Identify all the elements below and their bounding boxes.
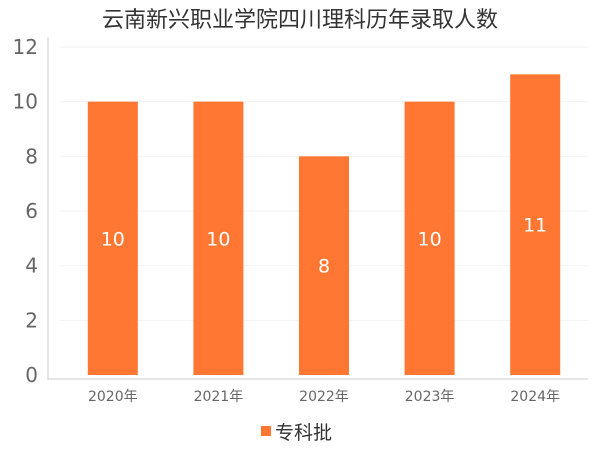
y-axis: 0 2 4 6 8 10 12	[13, 35, 49, 387]
chart-title: 云南新兴职业学院四川理科历年录取人数	[102, 8, 498, 33]
y-tick-label: 10	[13, 90, 38, 114]
data-label: 10	[206, 228, 230, 250]
legend-swatch[interactable]	[261, 426, 271, 436]
y-tick-label: 8	[25, 144, 38, 168]
data-label: 8	[318, 256, 330, 278]
x-tick-label: 2024年	[510, 389, 560, 405]
data-label: 10	[418, 228, 442, 250]
bar-series: 10 10 8 10 11	[87, 74, 561, 376]
data-label: 10	[101, 228, 125, 250]
x-tick-label: 2023年	[405, 389, 455, 405]
bar[interactable]	[193, 101, 244, 376]
y-tick-label: 0	[25, 363, 38, 387]
bar[interactable]	[299, 156, 349, 375]
y-tick-label: 12	[13, 35, 38, 59]
y-tick-label: 2	[25, 308, 38, 332]
x-tick-label: 2021年	[194, 389, 244, 405]
legend-label[interactable]: 专科批	[275, 422, 332, 444]
bar[interactable]	[404, 101, 455, 376]
x-axis: 2020年 2021年 2022年 2023年 2024年	[48, 378, 588, 405]
bar[interactable]	[87, 101, 138, 376]
y-tick-label: 6	[25, 199, 38, 223]
x-tick-label: 2020年	[88, 389, 138, 405]
legend[interactable]: 专科批	[261, 422, 332, 444]
x-tick-label: 2022年	[299, 389, 349, 405]
y-tick-label: 4	[25, 254, 38, 278]
data-label: 11	[523, 215, 547, 237]
bar[interactable]	[510, 74, 561, 375]
